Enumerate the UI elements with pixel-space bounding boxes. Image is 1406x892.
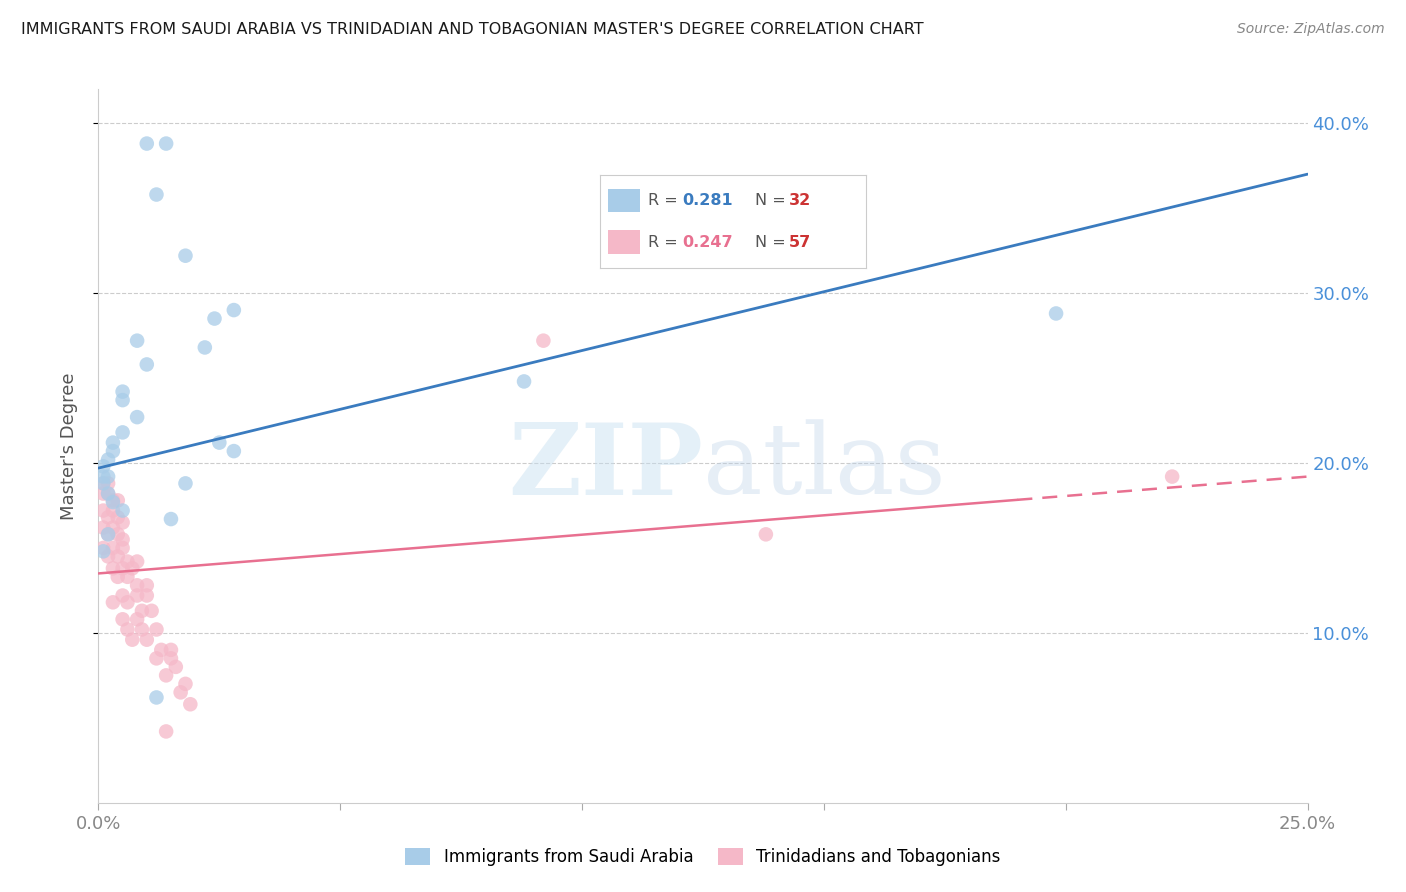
Point	[145, 187, 167, 202]
Point	[141, 604, 163, 618]
Point	[160, 512, 183, 526]
Point	[127, 612, 149, 626]
Point	[755, 527, 778, 541]
Point	[1045, 306, 1067, 320]
Text: IMMIGRANTS FROM SAUDI ARABIA VS TRINIDADIAN AND TOBAGONIAN MASTER'S DEGREE CORRE: IMMIGRANTS FROM SAUDI ARABIA VS TRINIDAD…	[21, 22, 924, 37]
Point	[111, 393, 134, 408]
Point	[111, 561, 134, 575]
Point	[101, 561, 124, 575]
Point	[97, 486, 120, 500]
Point	[127, 410, 149, 425]
Point	[174, 677, 197, 691]
Point	[135, 589, 157, 603]
Point	[97, 486, 120, 500]
Point	[101, 435, 124, 450]
Point	[97, 469, 120, 483]
Point	[101, 495, 124, 509]
Point	[101, 493, 124, 508]
Point	[111, 589, 134, 603]
Point	[145, 651, 167, 665]
Point	[135, 632, 157, 647]
Point	[111, 612, 134, 626]
Point	[91, 520, 114, 534]
Point	[101, 503, 124, 517]
Point	[127, 589, 149, 603]
Point	[131, 604, 153, 618]
Point	[160, 643, 183, 657]
Point	[91, 459, 114, 474]
Point	[1161, 469, 1184, 483]
Point	[135, 578, 157, 592]
Text: ZIP: ZIP	[508, 419, 703, 516]
Point	[91, 476, 114, 491]
Point	[145, 623, 167, 637]
Point	[121, 561, 143, 575]
Point	[97, 527, 120, 541]
Point	[101, 444, 124, 458]
Point	[117, 555, 139, 569]
Point	[131, 623, 153, 637]
Point	[107, 510, 129, 524]
Point	[174, 249, 197, 263]
Point	[101, 520, 124, 534]
Point	[155, 136, 177, 151]
Point	[222, 444, 245, 458]
Point	[97, 510, 120, 524]
Point	[97, 549, 120, 564]
Point	[160, 651, 183, 665]
Point	[107, 570, 129, 584]
Point	[513, 375, 536, 389]
Point	[111, 533, 134, 547]
Point	[179, 698, 201, 712]
Point	[165, 660, 187, 674]
Point	[117, 623, 139, 637]
Point	[531, 334, 554, 348]
Point	[97, 452, 120, 467]
Point	[111, 425, 134, 440]
Point	[107, 527, 129, 541]
Point	[155, 724, 177, 739]
Y-axis label: Master's Degree: Master's Degree	[59, 372, 77, 520]
Point	[127, 555, 149, 569]
Point	[111, 503, 134, 517]
Point	[127, 334, 149, 348]
Point	[97, 527, 120, 541]
Point	[121, 632, 143, 647]
Point	[155, 668, 177, 682]
Point	[135, 136, 157, 151]
Point	[111, 384, 134, 399]
Point	[101, 595, 124, 609]
Point	[117, 595, 139, 609]
Text: Source: ZipAtlas.com: Source: ZipAtlas.com	[1237, 22, 1385, 37]
Point	[135, 358, 157, 372]
Point	[91, 476, 114, 491]
Point	[97, 476, 120, 491]
Point	[174, 476, 197, 491]
Point	[145, 690, 167, 705]
Point	[150, 643, 173, 657]
Text: atlas: atlas	[703, 419, 946, 516]
Point	[111, 541, 134, 555]
Point	[111, 516, 134, 530]
Point	[107, 493, 129, 508]
Legend: Immigrants from Saudi Arabia, Trinidadians and Tobagonians: Immigrants from Saudi Arabia, Trinidadia…	[398, 841, 1008, 873]
Point	[107, 549, 129, 564]
Point	[91, 469, 114, 483]
Point	[91, 503, 114, 517]
Point	[117, 570, 139, 584]
Point	[194, 341, 217, 355]
Point	[127, 578, 149, 592]
Point	[222, 303, 245, 318]
Point	[101, 541, 124, 555]
Point	[169, 685, 191, 699]
Point	[204, 311, 226, 326]
Point	[91, 544, 114, 558]
Point	[208, 435, 231, 450]
Point	[91, 486, 114, 500]
Point	[91, 541, 114, 555]
